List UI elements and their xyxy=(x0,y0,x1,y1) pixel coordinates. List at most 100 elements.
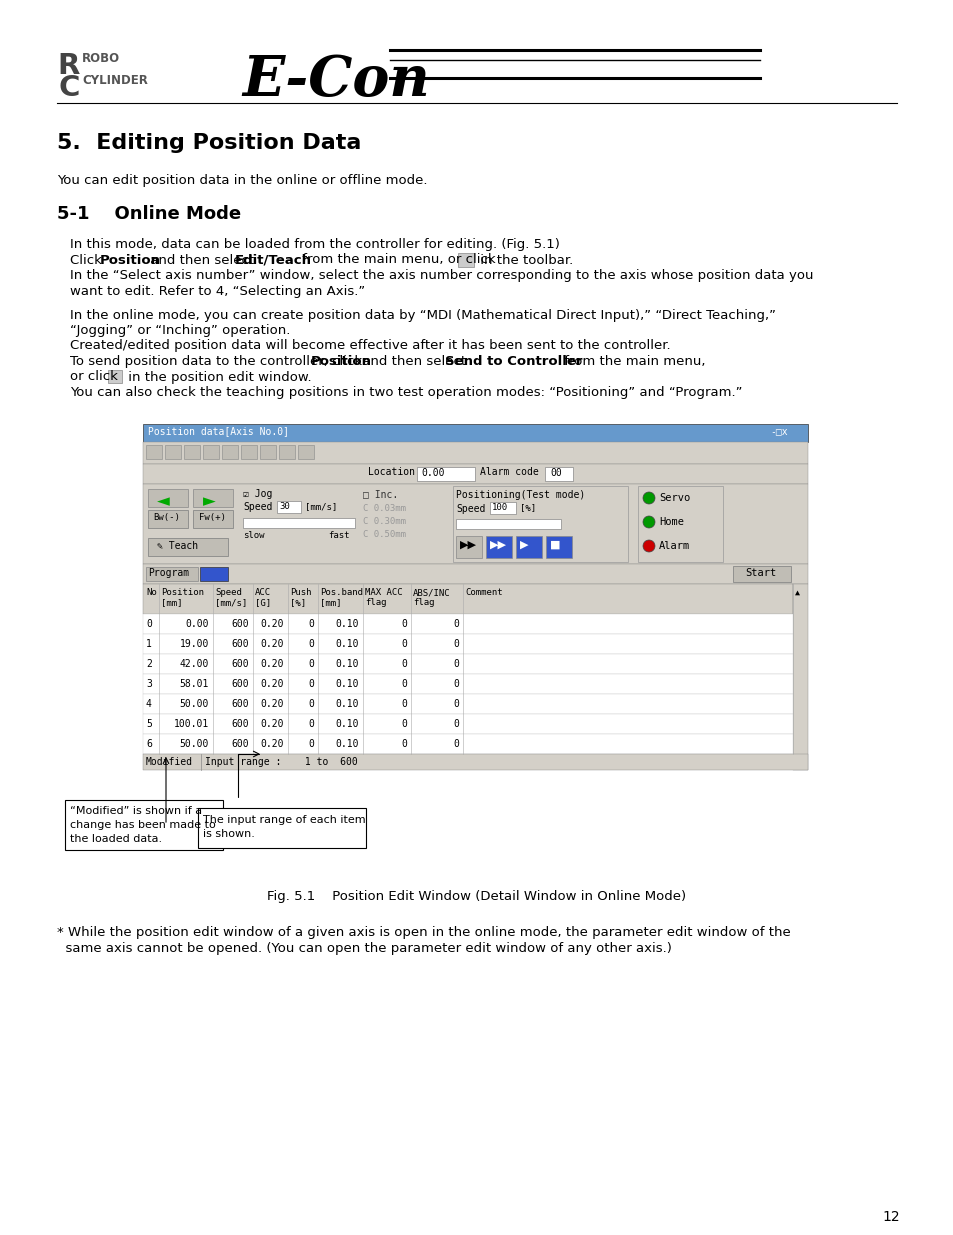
Text: same axis cannot be opened. (You can open the parameter edit window of any other: same axis cannot be opened. (You can ope… xyxy=(57,942,671,955)
Text: 50.00: 50.00 xyxy=(179,739,209,748)
Bar xyxy=(453,487,627,562)
Text: Position data[Axis No.0]: Position data[Axis No.0] xyxy=(148,426,289,436)
Bar xyxy=(143,564,807,584)
Text: 0: 0 xyxy=(400,719,407,729)
Text: 600: 600 xyxy=(232,638,249,650)
Bar xyxy=(148,538,228,556)
Text: 0.10: 0.10 xyxy=(335,699,358,709)
Text: 0: 0 xyxy=(453,619,458,629)
Text: Position: Position xyxy=(100,253,161,267)
Bar xyxy=(485,536,512,558)
Text: 6: 6 xyxy=(146,739,152,748)
Text: Speed: Speed xyxy=(243,501,273,513)
Bar xyxy=(146,445,162,459)
Text: from the main menu, or click: from the main menu, or click xyxy=(297,253,496,267)
Text: [G]: [G] xyxy=(254,598,271,606)
Text: “Jogging” or “Inching” operation.: “Jogging” or “Inching” operation. xyxy=(70,324,290,337)
Text: Start: Start xyxy=(744,568,776,578)
Text: Input range :    1 to  600: Input range : 1 to 600 xyxy=(205,757,357,767)
Text: CYLINDER: CYLINDER xyxy=(82,74,148,86)
Text: 600: 600 xyxy=(232,679,249,689)
Text: 0.20: 0.20 xyxy=(260,638,284,650)
Text: 0.10: 0.10 xyxy=(335,679,358,689)
Text: Position: Position xyxy=(161,588,204,597)
Text: 0: 0 xyxy=(453,679,458,689)
Bar xyxy=(143,755,807,769)
Circle shape xyxy=(642,492,655,504)
Text: ▲: ▲ xyxy=(794,588,800,597)
Text: Speed: Speed xyxy=(214,588,242,597)
Text: In the online mode, you can create position data by “MDI (Mathematical Direct In: In the online mode, you can create posit… xyxy=(70,309,775,321)
Text: 0.10: 0.10 xyxy=(335,638,358,650)
Text: ▶▶: ▶▶ xyxy=(459,540,476,550)
Text: Edit/Teach: Edit/Teach xyxy=(234,253,312,267)
Text: Click: Click xyxy=(70,253,106,267)
Text: 0: 0 xyxy=(308,659,314,669)
Text: 0: 0 xyxy=(308,699,314,709)
Text: C: C xyxy=(59,74,80,103)
Text: [%]: [%] xyxy=(290,598,306,606)
Text: 0.20: 0.20 xyxy=(260,679,284,689)
Text: 5.  Editing Position Data: 5. Editing Position Data xyxy=(57,133,361,153)
Text: Position: Position xyxy=(311,354,372,368)
Bar xyxy=(108,369,122,383)
Bar xyxy=(792,584,807,769)
Text: ■: ■ xyxy=(550,540,560,550)
Bar xyxy=(143,655,792,674)
Text: 600: 600 xyxy=(232,659,249,669)
Text: Home: Home xyxy=(659,517,683,527)
Text: ✎ Teach: ✎ Teach xyxy=(157,541,198,551)
Text: and then select: and then select xyxy=(357,354,470,368)
Text: slow: slow xyxy=(243,531,264,540)
Text: 42.00: 42.00 xyxy=(179,659,209,669)
Circle shape xyxy=(642,540,655,552)
Text: Fig. 5.1    Position Edit Window (Detail Window in Online Mode): Fig. 5.1 Position Edit Window (Detail Wi… xyxy=(267,890,686,903)
Text: E-Con: E-Con xyxy=(242,53,429,107)
Text: C 0.50mm: C 0.50mm xyxy=(363,530,406,538)
Text: flag: flag xyxy=(413,598,434,606)
Bar xyxy=(222,445,237,459)
Bar xyxy=(243,517,355,529)
Text: from the main menu,: from the main menu, xyxy=(559,354,705,368)
Bar xyxy=(278,445,294,459)
Bar xyxy=(297,445,314,459)
Text: Comment: Comment xyxy=(464,588,502,597)
Text: Alarm: Alarm xyxy=(659,541,690,551)
Text: ROBO: ROBO xyxy=(82,52,120,65)
Text: 0.10: 0.10 xyxy=(335,719,358,729)
Text: [%]: [%] xyxy=(519,503,536,513)
Bar xyxy=(143,714,792,734)
Bar xyxy=(732,566,790,582)
Text: 100: 100 xyxy=(492,503,508,513)
Text: 0.00: 0.00 xyxy=(420,468,444,478)
Text: C 0.30mm: C 0.30mm xyxy=(363,517,406,526)
Text: ▶▶: ▶▶ xyxy=(490,540,506,550)
Bar xyxy=(143,464,807,484)
Text: Program: Program xyxy=(148,568,189,578)
Text: 0: 0 xyxy=(400,699,407,709)
Bar xyxy=(143,694,792,714)
Bar xyxy=(260,445,275,459)
Text: 0.20: 0.20 xyxy=(260,659,284,669)
Bar xyxy=(276,501,301,513)
Text: 0.10: 0.10 xyxy=(335,739,358,748)
Bar xyxy=(200,567,228,580)
Bar xyxy=(545,536,572,558)
Text: in the position edit window.: in the position edit window. xyxy=(124,370,312,384)
Text: 0: 0 xyxy=(308,739,314,748)
Bar xyxy=(165,445,181,459)
Bar xyxy=(456,536,481,558)
Text: Alarm code: Alarm code xyxy=(479,467,538,477)
Text: MAX ACC: MAX ACC xyxy=(365,588,402,597)
Text: 1: 1 xyxy=(146,638,152,650)
Text: 600: 600 xyxy=(232,739,249,748)
Text: In the “Select axis number” window, select the axis number corresponding to the : In the “Select axis number” window, sele… xyxy=(70,269,813,282)
Text: 0.00: 0.00 xyxy=(185,619,209,629)
Text: 0: 0 xyxy=(453,638,458,650)
Text: 12: 12 xyxy=(882,1210,899,1224)
Text: 0: 0 xyxy=(308,638,314,650)
Text: 600: 600 xyxy=(232,699,249,709)
Text: 600: 600 xyxy=(232,619,249,629)
Text: □ Inc.: □ Inc. xyxy=(363,489,397,499)
Bar xyxy=(143,442,807,464)
